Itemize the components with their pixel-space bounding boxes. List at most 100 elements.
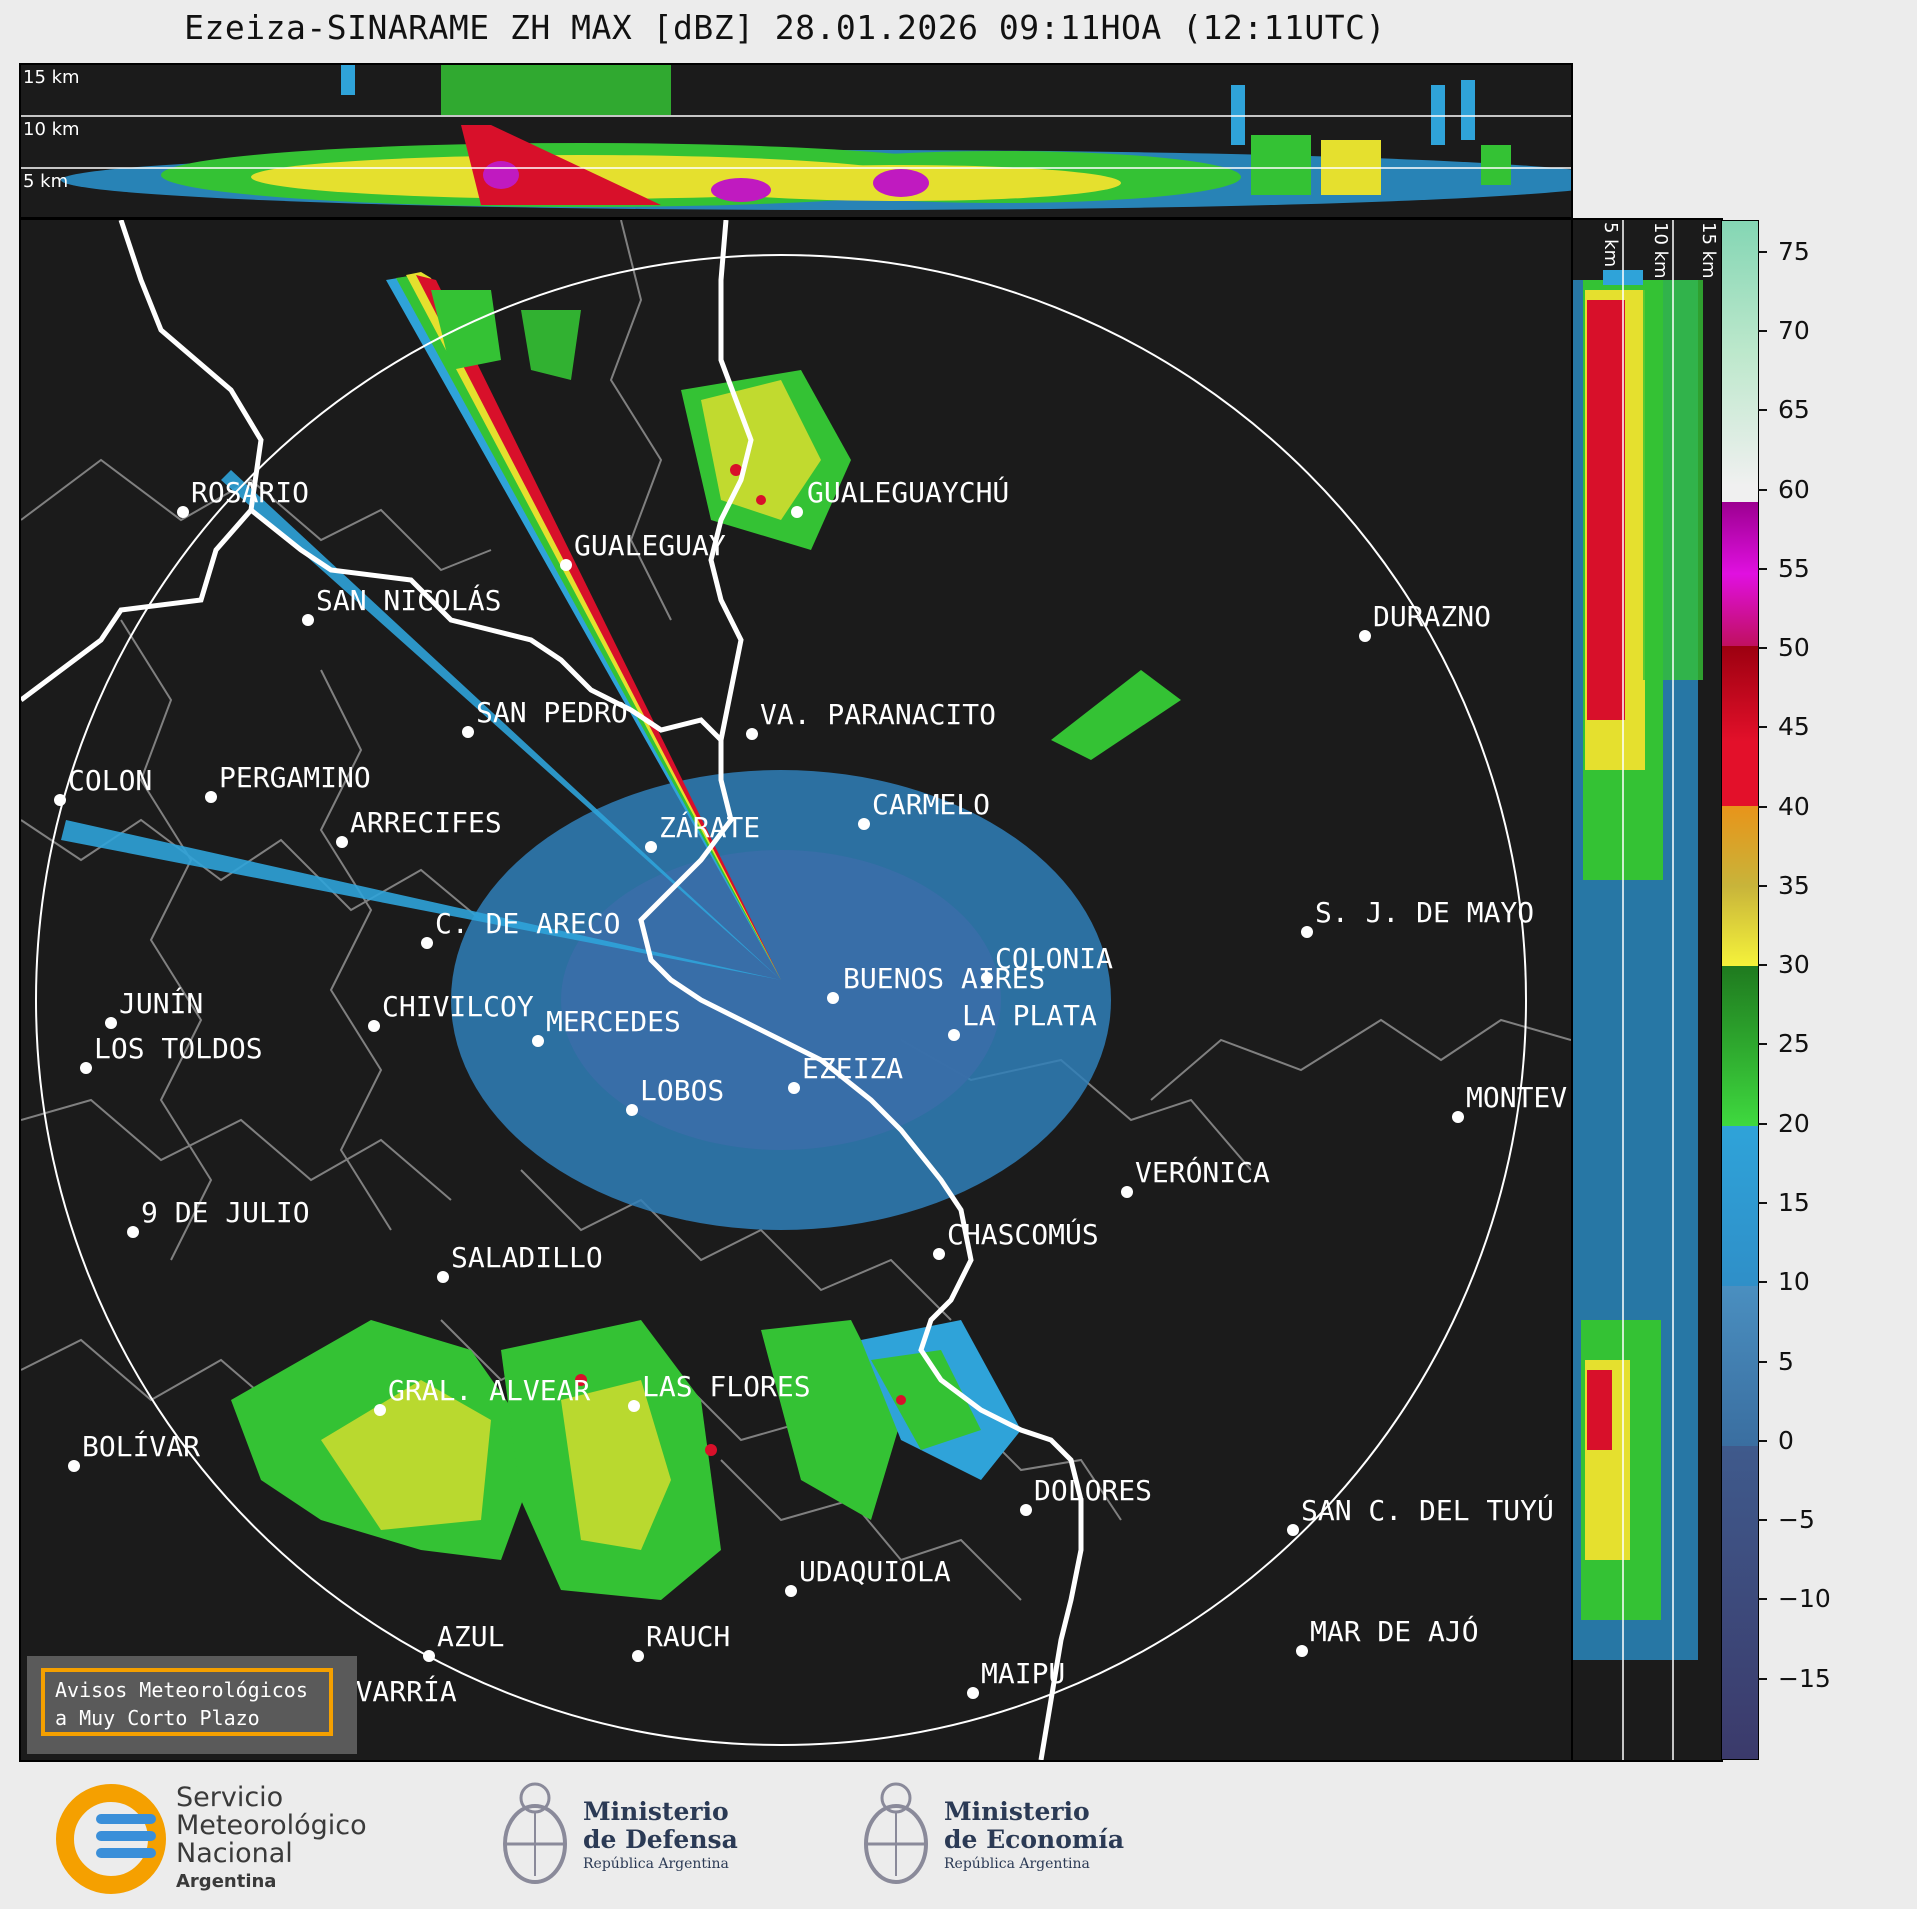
smn-logo: Servicio Meteorológico Nacional Argentin… xyxy=(56,1784,396,1894)
city-label: COLONIA xyxy=(995,942,1113,975)
colorbar-tick-label: 0 xyxy=(1778,1425,1794,1455)
colorbar-tick-mark xyxy=(1758,1439,1767,1442)
city-label: ZÁRATE xyxy=(659,810,760,844)
economia-logo: Ministerio de Economía República Argenti… xyxy=(856,1776,1146,1896)
smn-line4: Argentina xyxy=(176,1871,277,1892)
cbar-seg-neg xyxy=(1722,1446,1758,1759)
side-cross-section-panel: 5 km 10 km 15 km xyxy=(1571,218,1723,1762)
colorbar-tick-mark xyxy=(1758,329,1767,332)
city-label: MAIPÚ xyxy=(981,1656,1065,1690)
coat-of-arms-icon xyxy=(864,1782,928,1884)
colorbar-tick-mark xyxy=(1758,726,1767,729)
colorbar-tick-mark xyxy=(1758,1598,1767,1601)
colorbar-tick-label: 65 xyxy=(1778,395,1810,425)
city-label: DOLORES xyxy=(1034,1474,1152,1507)
colorbar-tick-label: 75 xyxy=(1778,236,1810,266)
city-label: LOS TOLDOS xyxy=(94,1032,263,1065)
city-label: PERGAMINO xyxy=(219,761,371,794)
city-label: AZUL xyxy=(437,1620,504,1653)
city-label: UDAQUIOLA xyxy=(799,1555,951,1588)
top-cross-section-panel: 15 km 10 km 5 km xyxy=(19,63,1573,219)
altitude-label-5km: 5 km xyxy=(23,171,69,192)
colorbar-tick-mark xyxy=(1758,1202,1767,1205)
smn-line2: Meteorológico xyxy=(176,1810,367,1841)
colorbar-tick-mark xyxy=(1758,409,1767,412)
city-label: BOLÍVAR xyxy=(82,1429,200,1463)
city-label: BUENOS AIRES xyxy=(843,962,1045,995)
colorbar-tick-mark xyxy=(1758,964,1767,967)
radar-echoes xyxy=(61,272,1181,1600)
coastlines xyxy=(21,220,1084,1760)
colorbar-tick-label: 35 xyxy=(1778,870,1810,900)
colorbar-tick-label: 55 xyxy=(1778,553,1810,583)
defensa-line1: Ministerio xyxy=(583,1797,729,1826)
cbar-seg-60-77 xyxy=(1722,221,1758,486)
smn-line3: Nacional xyxy=(176,1838,293,1869)
defensa-logo: Ministerio de Defensa República Argentin… xyxy=(495,1776,755,1896)
colorbar-tick-label: 60 xyxy=(1778,474,1810,504)
city-label: LOBOS xyxy=(640,1074,724,1107)
colorbar-tick-label: 50 xyxy=(1778,633,1810,663)
city-label: MONTEV xyxy=(1466,1081,1567,1114)
smn-logo-icon xyxy=(56,1784,166,1894)
top-echo-profile xyxy=(61,65,1571,210)
colorbar-tick-mark xyxy=(1758,567,1767,570)
smn-line1: Servicio xyxy=(176,1782,284,1813)
defensa-line2: de Defensa xyxy=(583,1825,738,1854)
colorbar-tick-mark xyxy=(1758,647,1767,650)
city-label: CARMELO xyxy=(872,788,990,821)
side-altitude-label-5km: 5 km xyxy=(1600,222,1621,268)
avisos-box[interactable]: Avisos Meteorológicos a Muy Corto Plazo xyxy=(27,1656,357,1754)
city-label: CHIVILCOY xyxy=(382,990,534,1023)
cbar-seg-50-60 xyxy=(1722,486,1758,646)
altitude-label-10km: 10 km xyxy=(23,119,80,140)
colorbar-tick-mark xyxy=(1758,884,1767,887)
colorbar-tick-label: −10 xyxy=(1778,1584,1831,1614)
colorbar-tick-label: −15 xyxy=(1778,1663,1831,1693)
coat-of-arms-icon xyxy=(503,1782,567,1884)
colorbar-tick-label: −5 xyxy=(1778,1505,1815,1535)
city-label: LA PLATA xyxy=(962,999,1097,1032)
city-label: GRAL. ALVEAR xyxy=(388,1374,590,1407)
avisos-line1: Avisos Meteorológicos xyxy=(55,1678,308,1702)
city-labels: ROSARIO GUALEGUAYCHÚ GUALEGUAY SAN NICOL… xyxy=(68,475,1567,1708)
colorbar-tick-mark xyxy=(1758,1519,1767,1522)
chart-title: Ezeiza-SINARAME ZH MAX [dBZ] 28.01.2026 … xyxy=(184,8,1386,47)
defensa-line3: República Argentina xyxy=(583,1856,729,1872)
economia-line2: de Economía xyxy=(944,1825,1125,1854)
city-label: LAS FLORES xyxy=(642,1370,811,1403)
economia-line1: Ministerio xyxy=(944,1797,1090,1826)
colorbar xyxy=(1721,220,1759,1760)
footer-logos: Servicio Meteorológico Nacional Argentin… xyxy=(0,1762,1917,1909)
side-altitude-label-10km: 10 km xyxy=(1650,222,1671,279)
city-label: C. DE ARECO xyxy=(435,907,620,940)
colorbar-tick-label: 25 xyxy=(1778,1029,1810,1059)
colorbar-tick-mark xyxy=(1758,1360,1767,1363)
altitude-label-15km: 15 km xyxy=(23,67,80,88)
colorbar-tick-mark xyxy=(1758,1122,1767,1125)
avisos-line2: a Muy Corto Plazo xyxy=(55,1706,260,1730)
range-ring xyxy=(35,254,1527,1746)
city-label: GUALEGUAYCHÚ xyxy=(807,475,1009,509)
colorbar-tick-mark xyxy=(1758,1677,1767,1680)
city-label: 9 DE JULIO xyxy=(141,1196,310,1229)
colorbar-tick-label: 45 xyxy=(1778,712,1810,742)
city-label: VERÓNICA xyxy=(1135,1155,1270,1189)
cbar-seg-30-40 xyxy=(1722,806,1758,966)
city-label: EZEIZA xyxy=(802,1052,903,1085)
city-label: CHASCOMÚS xyxy=(947,1217,1099,1251)
city-label: SAN C. DEL TUYÚ xyxy=(1301,1493,1554,1527)
colorbar-tick-label: 40 xyxy=(1778,791,1810,821)
colorbar-tick-mark xyxy=(1758,488,1767,491)
city-label: COLON xyxy=(68,764,152,797)
city-label: ARRECIFES xyxy=(350,806,502,839)
city-label: ROSARIO xyxy=(191,476,309,509)
city-label: S. J. DE MAYO xyxy=(1315,896,1534,929)
side-echo-profile xyxy=(1573,270,1703,1660)
colorbar-tick-label: 10 xyxy=(1778,1267,1810,1297)
cbar-seg-20-30 xyxy=(1722,966,1758,1126)
colorbar-tick-mark xyxy=(1758,1281,1767,1284)
city-label: DURAZNO xyxy=(1373,600,1491,633)
cbar-seg-40-50 xyxy=(1722,646,1758,806)
colorbar-tick-label: 20 xyxy=(1778,1108,1810,1138)
